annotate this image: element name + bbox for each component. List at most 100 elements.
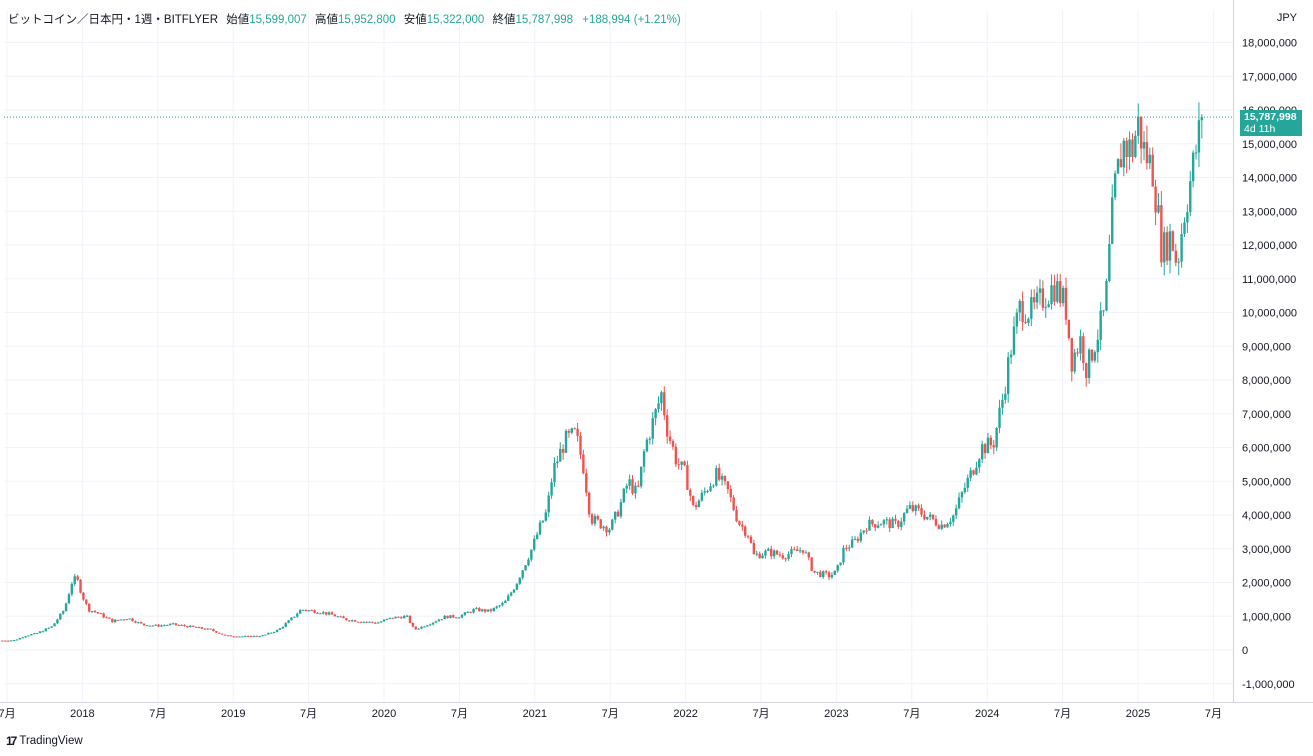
candle-body — [1113, 173, 1117, 198]
candle-body — [356, 621, 360, 623]
candle-body — [284, 623, 287, 627]
candle-body — [1154, 186, 1157, 213]
candle-body — [362, 621, 365, 623]
candle-body — [691, 495, 695, 505]
candle-body — [1122, 140, 1125, 168]
candle-body — [108, 617, 111, 619]
candle-body — [625, 485, 628, 489]
candle-body — [368, 621, 371, 623]
candle-body — [30, 634, 33, 636]
candle-body — [1177, 261, 1180, 263]
candle-body — [1070, 338, 1073, 372]
candle-body — [417, 628, 420, 630]
candle-body — [67, 594, 71, 604]
candle-body — [15, 639, 19, 641]
candle-body — [87, 603, 91, 612]
candle-body — [1180, 234, 1183, 262]
candle-body — [515, 583, 519, 590]
candle-body — [960, 492, 964, 498]
candle-body — [1197, 120, 1201, 153]
y-tick-label: 3,000,000 — [1242, 544, 1291, 556]
x-tick-label: 7月 — [752, 708, 769, 720]
candle-body — [298, 609, 302, 614]
candle-body — [96, 612, 100, 614]
change-value: +188,994 (+1.21%) — [582, 14, 681, 26]
candle-body — [796, 549, 799, 551]
candle-body — [952, 515, 955, 522]
candle-body — [897, 520, 900, 527]
candle-body — [1033, 297, 1036, 303]
candle-body — [972, 470, 975, 475]
candle-body — [544, 512, 548, 521]
candle-body — [920, 508, 923, 515]
candle-body — [541, 520, 545, 523]
candle-body — [304, 609, 308, 611]
candle-body — [530, 549, 533, 560]
candle-body — [270, 632, 273, 634]
candle-body — [1163, 232, 1166, 263]
candle-body — [888, 519, 891, 529]
candle-body — [778, 554, 782, 556]
candle-body — [882, 520, 886, 525]
symbol-title[interactable]: ビットコイン／日本円・1週・BITFLYER — [8, 14, 218, 26]
candle-body — [379, 621, 383, 623]
candle-body — [940, 524, 943, 529]
candle-body — [1125, 140, 1128, 157]
candle-body — [402, 615, 406, 619]
candle-body — [492, 607, 495, 612]
candle-body — [1139, 116, 1143, 149]
candle-body — [804, 552, 808, 554]
candle-body — [703, 491, 706, 493]
tradingview-logo[interactable]: 17 TradingView — [6, 734, 83, 748]
candle-body — [775, 550, 779, 555]
candle-body — [504, 600, 507, 603]
candle-body — [1050, 285, 1053, 305]
candle-body — [189, 625, 192, 628]
candle-body — [486, 609, 490, 612]
candle-body — [963, 487, 967, 493]
candle-body — [1024, 321, 1027, 323]
candle-body — [512, 589, 516, 593]
candle-body — [1183, 222, 1186, 235]
candle-body — [593, 516, 597, 524]
candle-body — [218, 632, 221, 634]
candle-body — [232, 636, 235, 638]
candle-body — [1021, 301, 1024, 322]
candle-body — [680, 461, 683, 465]
candle-body — [255, 635, 259, 637]
candle-body — [712, 485, 715, 487]
x-tick-label: 7月 — [602, 708, 619, 720]
candle-body — [793, 549, 796, 551]
open-value: 15,599,007 — [249, 14, 307, 26]
candle-body — [1015, 312, 1019, 327]
candle-body — [391, 617, 394, 619]
candle-body — [310, 610, 313, 612]
candle-body — [1119, 159, 1123, 168]
candle-body — [758, 553, 761, 559]
candle-body — [975, 467, 978, 475]
y-tick-label: 8,000,000 — [1242, 375, 1291, 387]
candle-body — [839, 562, 842, 566]
candle-body — [498, 605, 501, 607]
candle-body — [197, 627, 201, 629]
candle-body — [720, 476, 724, 480]
candle-body — [38, 631, 42, 634]
low-label: 安値 — [403, 14, 427, 26]
candle-body — [229, 635, 232, 637]
candle-body — [767, 548, 770, 551]
candle-body — [1142, 142, 1146, 149]
candle-body — [966, 477, 969, 488]
candle-body — [582, 454, 585, 474]
candle-body — [978, 459, 981, 468]
candle-body — [223, 634, 227, 636]
candle-body — [830, 574, 834, 578]
candle-body — [1116, 159, 1120, 174]
candle-body — [631, 479, 634, 494]
currency-label[interactable]: JPY — [1276, 12, 1297, 24]
candle-body — [174, 623, 178, 625]
candle-body — [810, 557, 813, 571]
candle-body — [900, 521, 903, 527]
candle-body — [657, 403, 660, 410]
